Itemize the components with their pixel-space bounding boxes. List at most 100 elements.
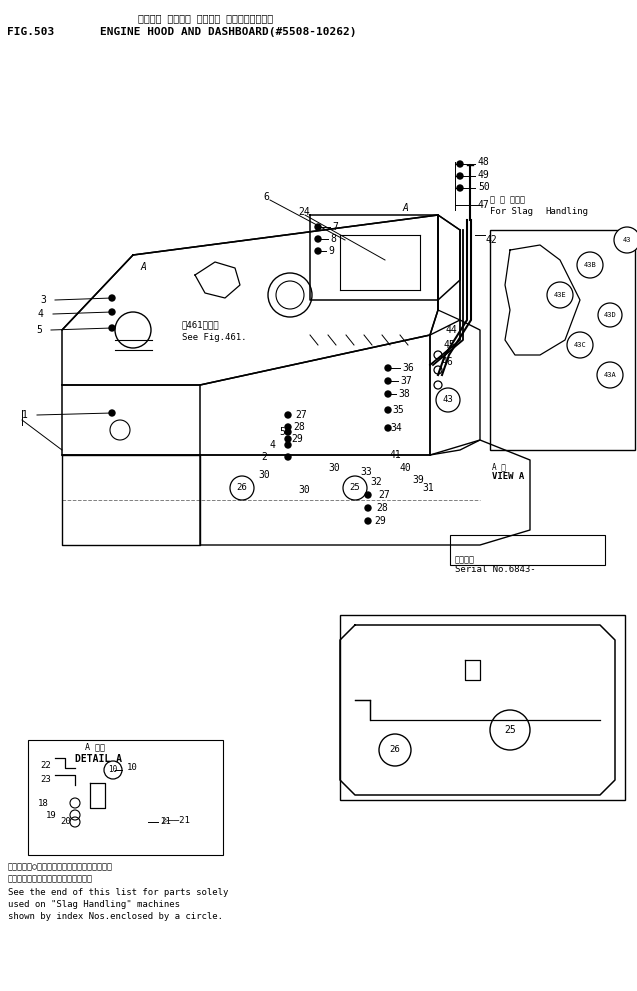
Text: See Fig.461.: See Fig.461. bbox=[182, 333, 247, 342]
Text: 28: 28 bbox=[376, 503, 388, 513]
Text: DETAIL A: DETAIL A bbox=[75, 754, 122, 764]
Text: A 限範: A 限範 bbox=[85, 742, 105, 751]
Text: 43B: 43B bbox=[583, 262, 596, 268]
Text: 43A: 43A bbox=[604, 372, 617, 378]
Text: ／ ロ 処理用: ／ ロ 処理用 bbox=[490, 195, 525, 204]
Bar bbox=[28, 740, 223, 855]
Text: 18: 18 bbox=[38, 799, 49, 808]
Text: 39: 39 bbox=[412, 475, 424, 485]
Text: 8: 8 bbox=[330, 234, 336, 244]
Text: 26: 26 bbox=[390, 745, 401, 754]
Text: 25: 25 bbox=[350, 484, 361, 493]
Text: 21: 21 bbox=[160, 818, 171, 826]
Text: 10: 10 bbox=[127, 762, 138, 772]
Text: 43: 43 bbox=[443, 395, 454, 404]
Circle shape bbox=[365, 505, 371, 511]
Text: ▷——21: ▷——21 bbox=[163, 816, 190, 825]
Circle shape bbox=[285, 412, 291, 418]
Text: 20: 20 bbox=[60, 818, 71, 826]
Circle shape bbox=[457, 185, 463, 191]
Circle shape bbox=[365, 518, 371, 524]
Text: 36: 36 bbox=[402, 363, 414, 373]
Text: 30: 30 bbox=[328, 463, 340, 473]
Circle shape bbox=[109, 309, 115, 315]
Circle shape bbox=[285, 424, 291, 430]
Text: 24: 24 bbox=[298, 207, 310, 217]
Circle shape bbox=[385, 378, 391, 384]
Text: A: A bbox=[140, 262, 146, 272]
Text: Handling: Handling bbox=[545, 207, 588, 216]
Text: For Slag: For Slag bbox=[490, 207, 533, 216]
Bar bbox=[450, 535, 605, 565]
Text: 19: 19 bbox=[46, 811, 57, 820]
Text: See the end of this list for parts solely: See the end of this list for parts solel… bbox=[8, 888, 229, 897]
Circle shape bbox=[315, 248, 321, 254]
Text: 4: 4 bbox=[38, 309, 44, 319]
Text: 27: 27 bbox=[295, 410, 307, 420]
Text: 30: 30 bbox=[298, 485, 310, 495]
Circle shape bbox=[109, 410, 115, 416]
Text: 35: 35 bbox=[392, 405, 404, 415]
Text: 41: 41 bbox=[390, 450, 402, 460]
Circle shape bbox=[385, 425, 391, 431]
Circle shape bbox=[315, 224, 321, 230]
Text: 32: 32 bbox=[370, 477, 382, 487]
Text: 2: 2 bbox=[261, 452, 267, 462]
Text: 27: 27 bbox=[378, 490, 390, 500]
Text: 37: 37 bbox=[400, 376, 412, 386]
Text: 5: 5 bbox=[279, 427, 285, 437]
Text: 30: 30 bbox=[258, 470, 269, 480]
Circle shape bbox=[457, 161, 463, 167]
Circle shape bbox=[434, 351, 442, 359]
Text: 素引番号の○図はノロ処理用部品として準備品: 素引番号の○図はノロ処理用部品として準備品 bbox=[8, 862, 113, 871]
Circle shape bbox=[285, 442, 291, 448]
Text: FIG.503: FIG.503 bbox=[7, 27, 54, 37]
Text: 25: 25 bbox=[504, 725, 516, 735]
Text: 29: 29 bbox=[291, 434, 303, 444]
Text: 48: 48 bbox=[478, 157, 490, 167]
Text: 29: 29 bbox=[374, 516, 386, 526]
Text: 42: 42 bbox=[485, 235, 497, 245]
Circle shape bbox=[597, 362, 623, 388]
Text: 45: 45 bbox=[443, 340, 455, 350]
Circle shape bbox=[385, 407, 391, 413]
Text: 31: 31 bbox=[422, 483, 434, 493]
Bar bbox=[340, 615, 625, 800]
Text: shown by index Nos.enclosed by a circle.: shown by index Nos.enclosed by a circle. bbox=[8, 912, 223, 921]
Text: VIEW A: VIEW A bbox=[492, 472, 524, 481]
Text: ENGINE HOOD AND DASHBOARD(#5508-10262): ENGINE HOOD AND DASHBOARD(#5508-10262) bbox=[100, 27, 357, 37]
Circle shape bbox=[457, 173, 463, 179]
Circle shape bbox=[434, 366, 442, 374]
Text: 43D: 43D bbox=[604, 312, 617, 318]
Text: 4: 4 bbox=[270, 440, 276, 450]
Text: 22: 22 bbox=[40, 760, 51, 769]
Text: とべる品品の名をリストの末尾に示す: とべる品品の名をリストの末尾に示す bbox=[8, 874, 93, 883]
Circle shape bbox=[598, 303, 622, 327]
Text: 47: 47 bbox=[478, 200, 490, 210]
Text: 第461図参照: 第461図参照 bbox=[182, 320, 220, 329]
Text: 43C: 43C bbox=[574, 342, 587, 348]
Text: 5: 5 bbox=[36, 325, 42, 335]
Text: used on "Slag Handling" machines: used on "Slag Handling" machines bbox=[8, 900, 180, 909]
Text: 7: 7 bbox=[332, 222, 338, 232]
Circle shape bbox=[567, 332, 593, 358]
Text: 10: 10 bbox=[108, 765, 118, 775]
Text: 適用底筆: 適用底筆 bbox=[455, 555, 475, 564]
Text: 3: 3 bbox=[40, 295, 46, 305]
Circle shape bbox=[109, 325, 115, 331]
Circle shape bbox=[315, 236, 321, 242]
Text: 9: 9 bbox=[328, 246, 334, 256]
Text: 43E: 43E bbox=[554, 292, 566, 298]
Text: 28: 28 bbox=[293, 422, 304, 432]
Text: 46: 46 bbox=[441, 357, 453, 367]
Text: A 筋: A 筋 bbox=[492, 462, 506, 471]
Circle shape bbox=[614, 227, 637, 253]
Text: 6: 6 bbox=[263, 192, 269, 202]
Circle shape bbox=[109, 295, 115, 301]
Text: 34: 34 bbox=[390, 423, 402, 433]
Circle shape bbox=[547, 282, 573, 308]
Text: 38: 38 bbox=[398, 389, 410, 399]
Text: 49: 49 bbox=[478, 170, 490, 180]
Text: 1: 1 bbox=[22, 410, 28, 420]
Text: 26: 26 bbox=[236, 484, 247, 493]
